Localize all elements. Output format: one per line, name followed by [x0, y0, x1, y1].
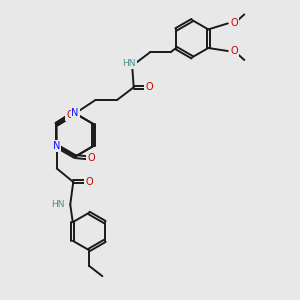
Text: N: N — [71, 108, 79, 118]
Text: O: O — [146, 82, 153, 92]
Text: O: O — [87, 153, 95, 163]
Text: O: O — [85, 177, 93, 187]
Text: HN: HN — [51, 200, 65, 209]
Text: O: O — [231, 18, 238, 28]
Text: O: O — [231, 46, 238, 56]
Text: O: O — [66, 110, 74, 120]
Text: N: N — [53, 141, 61, 151]
Text: HN: HN — [122, 59, 136, 68]
